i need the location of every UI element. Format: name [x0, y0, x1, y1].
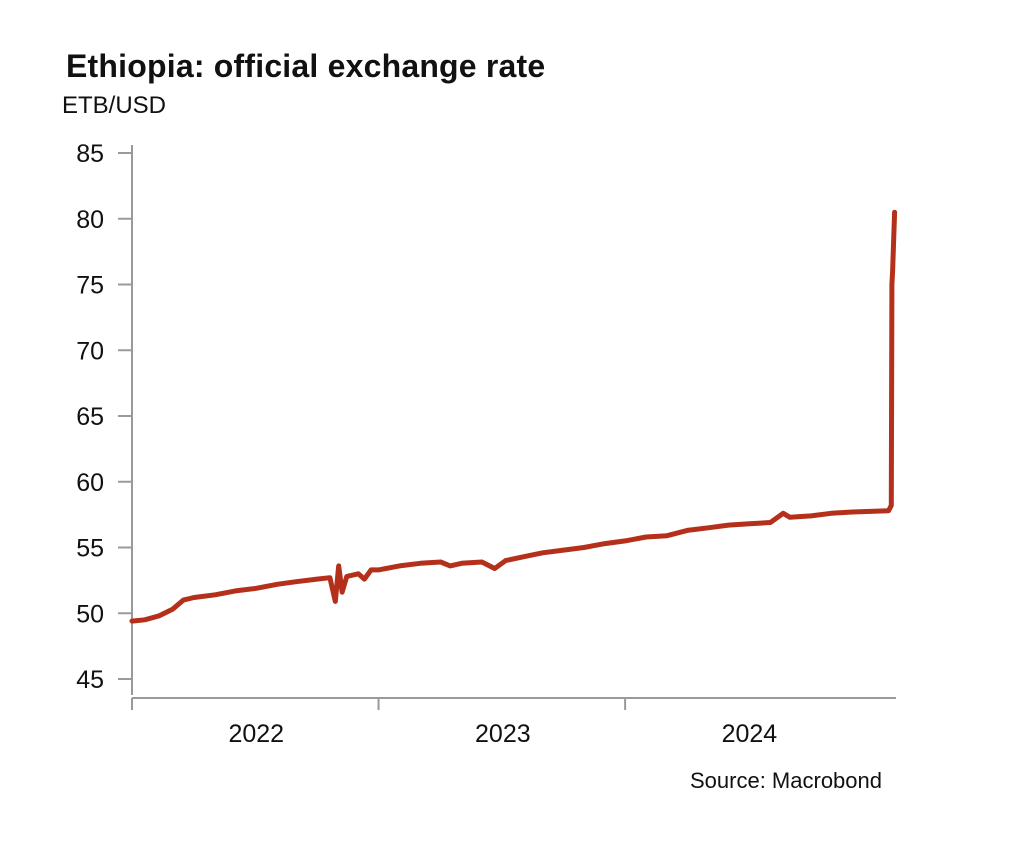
y-tick-label: 60 [76, 469, 104, 497]
series-line [129, 209, 898, 624]
chart-title: Ethiopia: official exchange rate [66, 48, 546, 84]
x-tick-label: 2024 [722, 720, 778, 748]
y-axis-unit-label: ETB/USD [62, 92, 167, 119]
series-layer [129, 209, 898, 624]
y-tick-label: 70 [76, 337, 104, 365]
y-tick-label: 45 [76, 666, 104, 694]
y-tick-label: 65 [76, 403, 104, 431]
source-note: Source: Macrobond [690, 768, 882, 793]
y-tick-label: 80 [76, 206, 104, 234]
x-tick-label: 2022 [228, 720, 284, 748]
y-tick-label: 55 [76, 535, 104, 563]
y-tick-label: 85 [76, 140, 104, 168]
x-axis: 2022 2023 2024 [131, 697, 896, 748]
y-tick-label: 50 [76, 600, 104, 628]
y-axis: 45 50 55 60 65 70 75 80 85 [76, 140, 133, 695]
x-tick-label: 2023 [475, 720, 531, 748]
y-tick-label: 75 [76, 272, 104, 300]
